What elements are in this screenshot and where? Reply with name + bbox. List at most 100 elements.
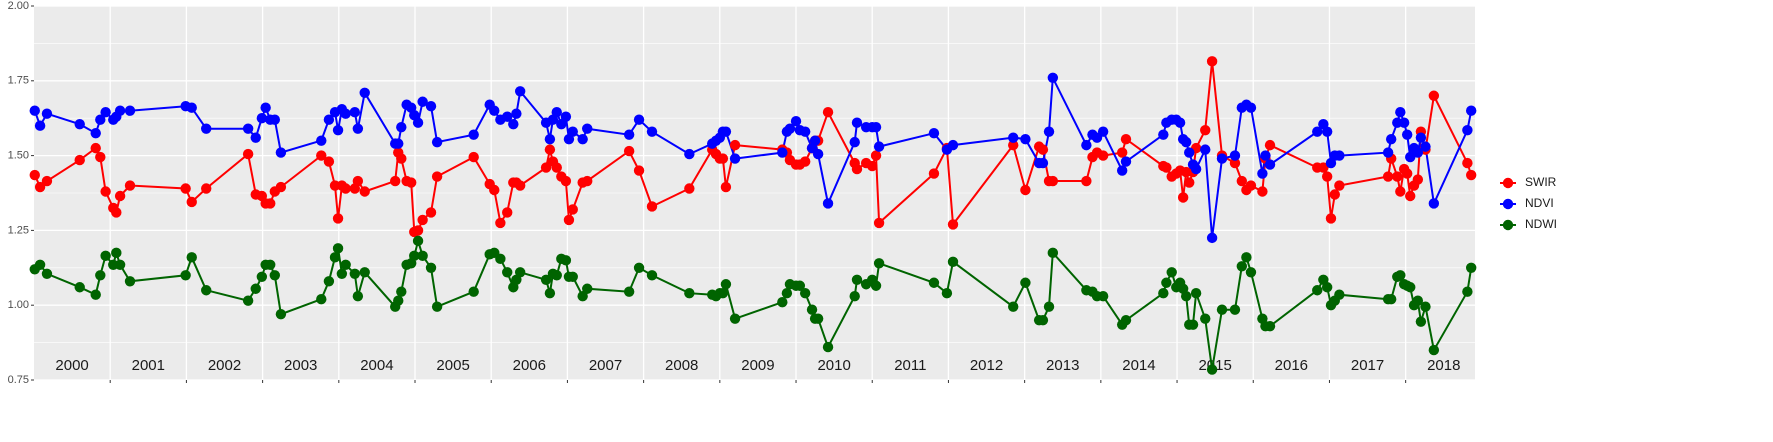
year-label: 2014 [1122, 357, 1155, 374]
data-point [114, 190, 126, 202]
data-point [256, 271, 268, 282]
data-point [633, 114, 645, 125]
data-point [582, 123, 593, 134]
data-point [74, 154, 85, 166]
data-point [332, 124, 344, 136]
data-point [544, 288, 556, 299]
data-point [1187, 319, 1199, 330]
data-point [729, 313, 741, 324]
data-point [577, 291, 588, 302]
data-point [1120, 314, 1132, 326]
data-point [250, 132, 261, 143]
data-point [1116, 165, 1128, 176]
data-point [412, 225, 424, 236]
data-point [1465, 262, 1477, 273]
data-point [502, 207, 513, 218]
y-tick-label: 1.50 [8, 150, 29, 162]
data-point [41, 175, 53, 187]
data-point [495, 217, 506, 229]
data-point [646, 201, 658, 212]
data-point [1264, 139, 1276, 151]
data-point [851, 274, 863, 285]
year-label: 2012 [970, 357, 1003, 374]
data-point [1245, 180, 1257, 191]
year-label: 2008 [665, 357, 698, 374]
data-point [1395, 270, 1406, 281]
data-point [323, 276, 335, 287]
data-point [784, 123, 796, 134]
year-label: 2005 [436, 357, 469, 374]
data-point [720, 279, 732, 290]
data-point [1392, 171, 1403, 182]
data-point [396, 153, 407, 164]
data-point [1401, 129, 1413, 140]
data-point [873, 217, 885, 229]
data-point [41, 108, 53, 119]
data-point [1200, 313, 1211, 324]
data-point [95, 114, 106, 125]
data-point [1405, 282, 1416, 293]
data-point [332, 243, 344, 254]
legend-key [1502, 198, 1514, 210]
data-point [560, 255, 572, 266]
data-point [1020, 133, 1031, 145]
data-point [1236, 175, 1248, 187]
data-point [812, 313, 824, 324]
data-point [873, 258, 885, 269]
data-point [540, 162, 552, 173]
data-point [1329, 189, 1340, 200]
data-point [928, 127, 940, 139]
year-label: 2001 [132, 357, 165, 374]
data-point [1382, 171, 1394, 182]
data-point [242, 123, 254, 134]
data-point [90, 127, 101, 139]
data-point [1174, 117, 1186, 128]
data-point [544, 133, 556, 145]
data-point [947, 219, 959, 230]
data-point [34, 259, 46, 271]
data-point [1465, 169, 1477, 181]
data-point [567, 271, 578, 282]
data-point [41, 268, 53, 279]
data-point [1081, 139, 1092, 151]
data-point [947, 139, 959, 151]
legend-label: NDWI [1525, 217, 1557, 231]
data-point [1321, 171, 1333, 182]
data-point [417, 250, 428, 262]
data-point [1206, 232, 1218, 244]
data-point [947, 256, 959, 268]
data-point [90, 142, 101, 154]
data-point [1382, 147, 1394, 158]
data-point [349, 107, 361, 118]
data-point [717, 288, 729, 299]
data-point [468, 129, 479, 140]
data-point [646, 270, 658, 281]
data-point [806, 304, 818, 315]
data-point [551, 107, 562, 118]
data-point [409, 250, 420, 262]
data-point [1047, 72, 1059, 84]
data-point [1190, 163, 1202, 175]
data-point [90, 289, 101, 300]
data-point [514, 267, 526, 278]
data-point [431, 171, 443, 182]
data-point [275, 147, 287, 158]
data-point [201, 123, 212, 134]
data-point [1161, 162, 1172, 173]
data-point [256, 113, 268, 124]
data-point [1385, 294, 1397, 305]
data-point [502, 111, 513, 122]
data-point [265, 259, 276, 271]
legend: SWIR NDVI NDWI [1500, 175, 1557, 231]
data-point [1184, 177, 1195, 188]
y-tick-label: 2.00 [8, 0, 29, 12]
data-point [316, 135, 327, 146]
legend-label: SWIR [1525, 175, 1557, 189]
data-point [812, 148, 824, 160]
data-point [1180, 291, 1192, 302]
data-point [623, 129, 635, 140]
data-point [186, 102, 197, 113]
year-label: 2016 [1275, 357, 1308, 374]
data-point [359, 87, 370, 98]
